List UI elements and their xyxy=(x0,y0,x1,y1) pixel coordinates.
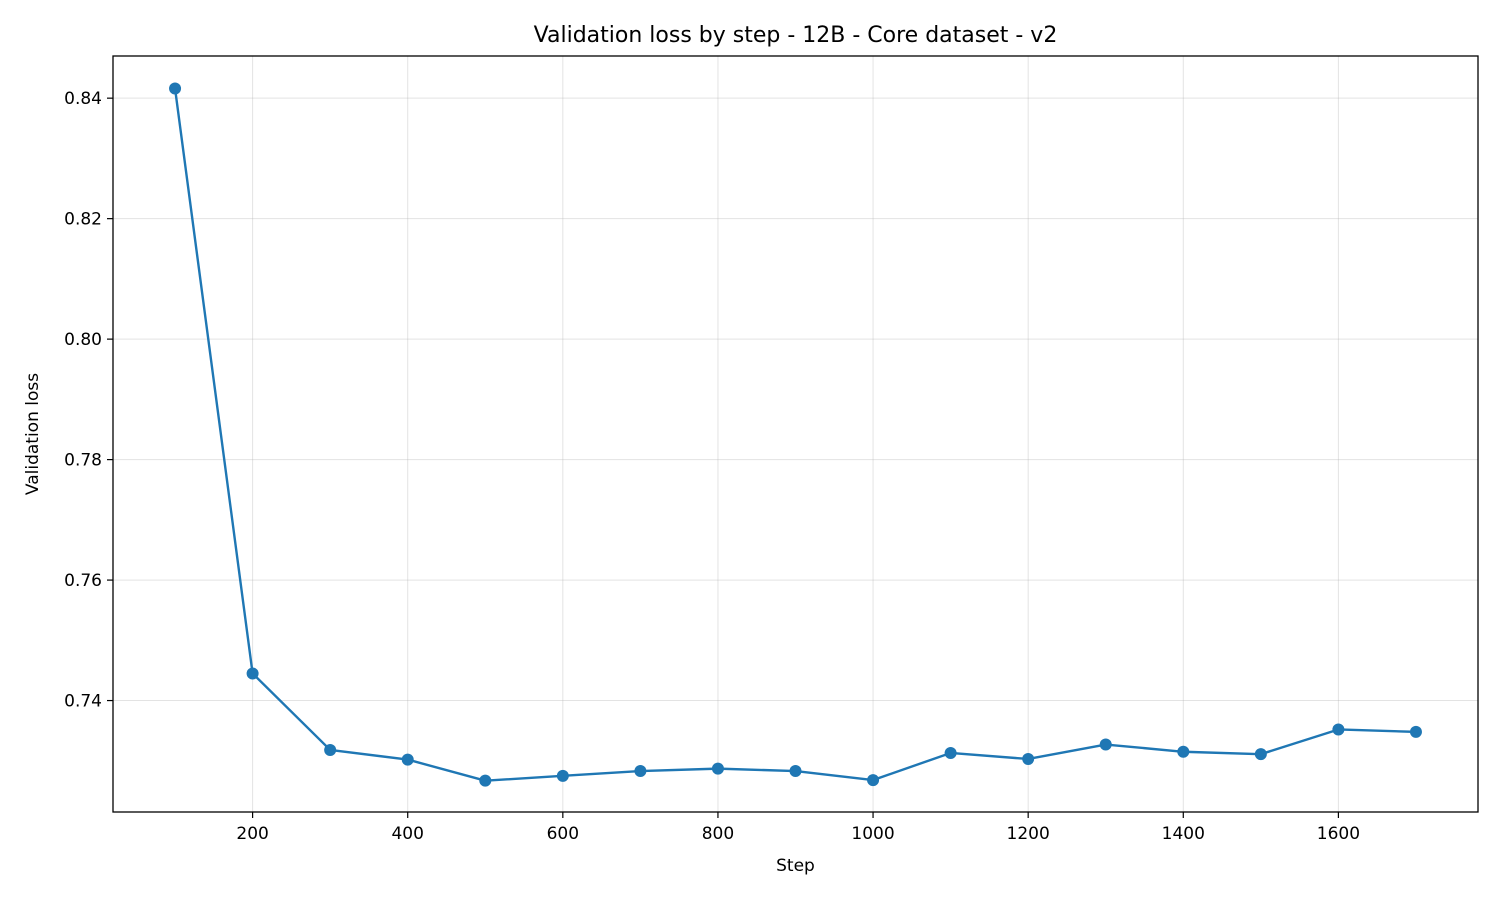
series-layer xyxy=(169,82,1422,787)
x-tick-label: 1600 xyxy=(1317,824,1360,844)
x-tick-label: 800 xyxy=(702,824,734,844)
x-tick-label: 1400 xyxy=(1162,824,1205,844)
y-tick-label: 0.74 xyxy=(64,692,102,712)
chart-title: Validation loss by step - 12B - Core dat… xyxy=(534,23,1058,48)
x-tick-label: 200 xyxy=(236,824,268,844)
grid xyxy=(113,56,1478,812)
x-tick-label: 600 xyxy=(547,824,579,844)
data-point xyxy=(556,769,569,782)
x-tick-label: 1000 xyxy=(851,824,894,844)
x-axis-label: Step xyxy=(776,856,815,876)
y-tick-label: 0.78 xyxy=(64,451,102,471)
data-point xyxy=(1177,745,1190,758)
data-point xyxy=(169,82,182,95)
data-point xyxy=(1022,752,1035,765)
data-point xyxy=(789,765,802,778)
y-tick-label: 0.80 xyxy=(64,330,102,350)
series-line xyxy=(173,88,1416,782)
data-point xyxy=(944,746,957,759)
x-tick-label: 400 xyxy=(391,824,423,844)
data-point xyxy=(324,743,337,756)
data-point xyxy=(867,774,880,787)
ticks: 200 400 600 800 1000 1200 1400 1600 0.74 0.76 0.78… xyxy=(64,89,1360,844)
data-point xyxy=(1409,725,1422,738)
y-tick-label: 0.82 xyxy=(64,210,102,230)
data-point xyxy=(246,667,259,680)
data-point xyxy=(401,753,414,766)
y-tick-label: 0.76 xyxy=(64,571,102,591)
x-tick-label: 1200 xyxy=(1007,824,1050,844)
data-point xyxy=(634,765,647,778)
y-axis-label: Validation loss xyxy=(23,373,43,495)
data-point xyxy=(1254,748,1267,761)
data-point xyxy=(711,762,724,775)
y-tick-label: 0.84 xyxy=(64,89,102,109)
plot-frame xyxy=(112,55,1479,813)
data-point xyxy=(1332,723,1345,736)
data-point xyxy=(479,774,492,787)
data-point xyxy=(1099,738,1112,751)
